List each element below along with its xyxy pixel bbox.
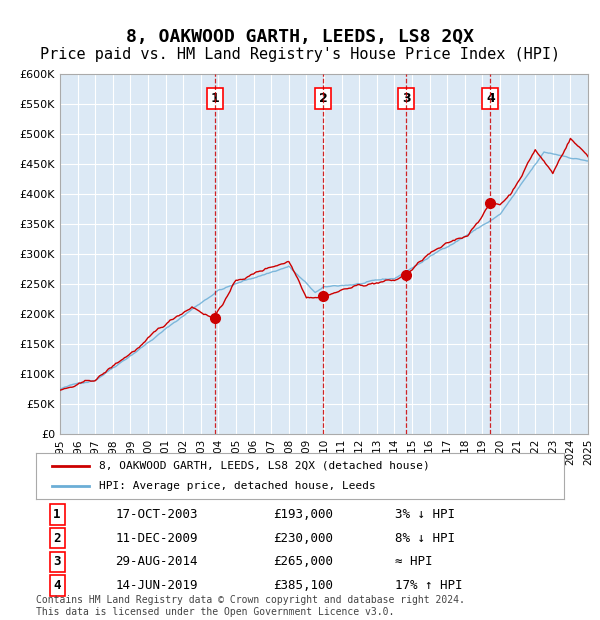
Text: 3: 3	[402, 92, 410, 105]
Text: 17% ↑ HPI: 17% ↑ HPI	[395, 579, 463, 592]
Text: 2: 2	[319, 92, 328, 105]
Text: £230,000: £230,000	[274, 532, 334, 545]
Text: Contains HM Land Registry data © Crown copyright and database right 2024.
This d: Contains HM Land Registry data © Crown c…	[36, 595, 465, 617]
Text: 1: 1	[53, 508, 61, 521]
Text: 8, OAKWOOD GARTH, LEEDS, LS8 2QX (detached house): 8, OAKWOOD GARTH, LEEDS, LS8 2QX (detach…	[100, 461, 430, 471]
Text: Price paid vs. HM Land Registry's House Price Index (HPI): Price paid vs. HM Land Registry's House …	[40, 46, 560, 61]
Text: 29-AUG-2014: 29-AUG-2014	[115, 556, 198, 569]
Text: 1: 1	[211, 92, 219, 105]
Text: £193,000: £193,000	[274, 508, 334, 521]
Text: ≈ HPI: ≈ HPI	[395, 556, 433, 569]
Text: 8, OAKWOOD GARTH, LEEDS, LS8 2QX: 8, OAKWOOD GARTH, LEEDS, LS8 2QX	[126, 28, 474, 46]
Text: £265,000: £265,000	[274, 556, 334, 569]
Text: 4: 4	[53, 579, 61, 592]
Text: £385,100: £385,100	[274, 579, 334, 592]
Text: HPI: Average price, detached house, Leeds: HPI: Average price, detached house, Leed…	[100, 481, 376, 491]
Text: 2: 2	[53, 532, 61, 545]
Text: 3% ↓ HPI: 3% ↓ HPI	[395, 508, 455, 521]
Text: 17-OCT-2003: 17-OCT-2003	[115, 508, 198, 521]
Text: 14-JUN-2019: 14-JUN-2019	[115, 579, 198, 592]
Text: 4: 4	[486, 92, 494, 105]
Text: 3: 3	[53, 556, 61, 569]
Text: 11-DEC-2009: 11-DEC-2009	[115, 532, 198, 545]
Text: 8% ↓ HPI: 8% ↓ HPI	[395, 532, 455, 545]
